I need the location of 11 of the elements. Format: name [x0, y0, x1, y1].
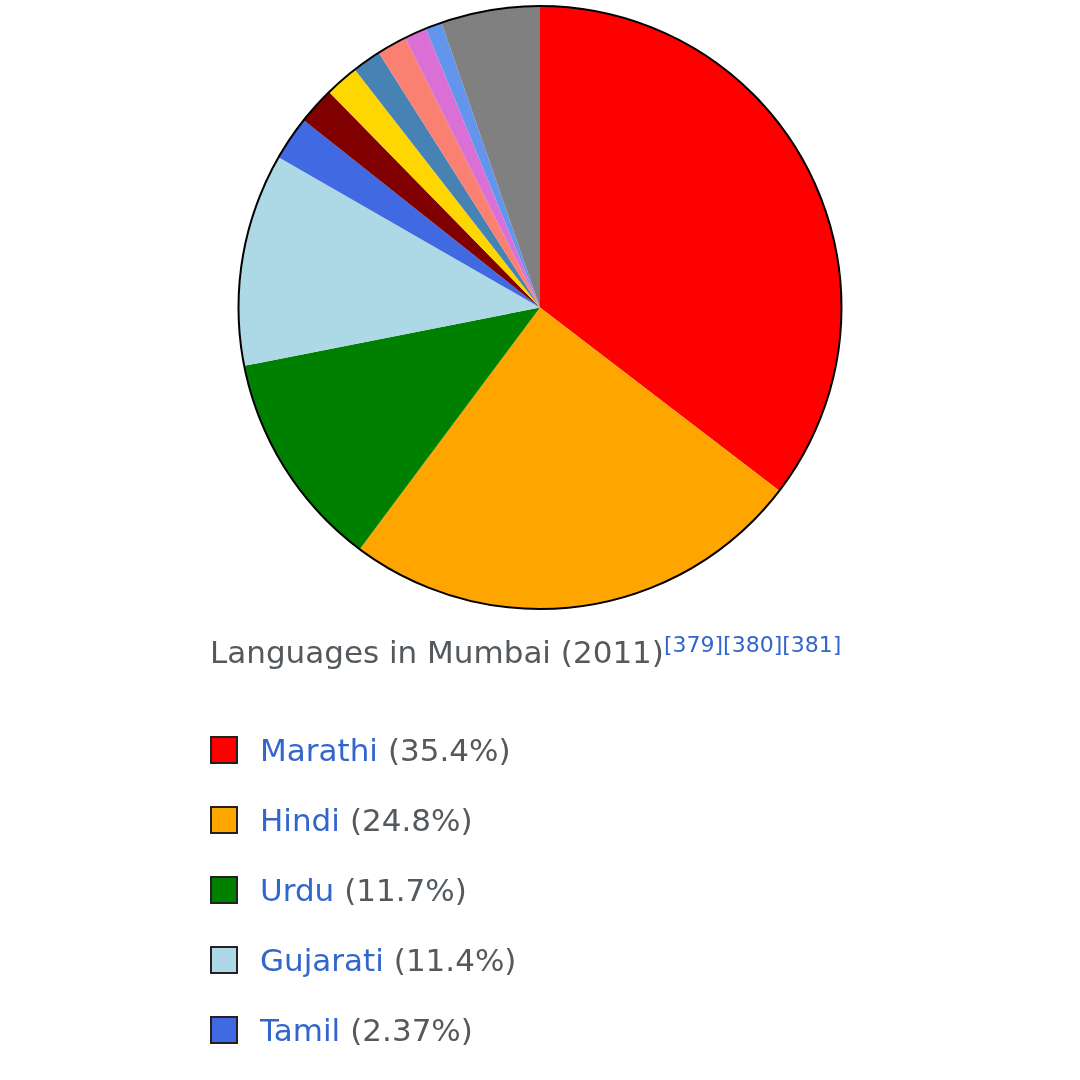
- legend-label: Gujarati: [260, 942, 384, 978]
- data-label: (2.37%): [350, 1012, 473, 1048]
- legend-label: Urdu: [260, 872, 335, 908]
- legend-label: Hindi: [260, 802, 340, 838]
- legend-label: Marathi: [260, 732, 378, 768]
- text: Languages in Mumbai (2011)$^{[379][380][381]}$: [210, 632, 842, 671]
- data-label: (35.4%): [387, 732, 511, 768]
- data-label: (11.7%): [344, 872, 467, 908]
- data-label: (11.4%): [393, 942, 517, 978]
- legend-label: Tamil: [260, 1012, 341, 1048]
- data-label: (24.8%): [349, 802, 473, 838]
